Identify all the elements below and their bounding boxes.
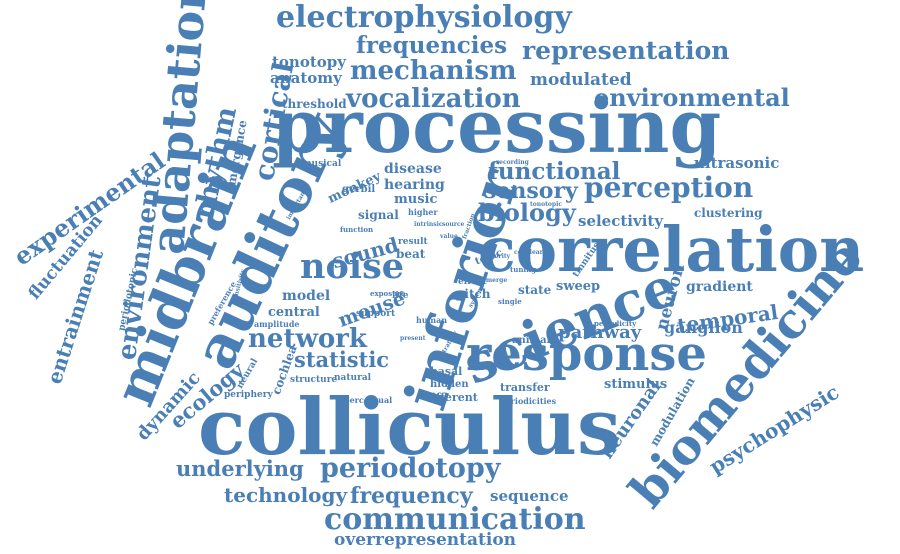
word-sequence: sequence	[490, 487, 569, 505]
word-recording: recording	[496, 159, 529, 166]
word-sweep: sweep	[556, 279, 601, 294]
word-periodicity: periodicity	[594, 319, 637, 328]
word-cochlear: cochlear	[514, 249, 543, 256]
word-mechanism: mechanism	[350, 56, 517, 86]
word-animal: animal	[512, 335, 551, 346]
word-overrepresentation: overrepresentation	[334, 530, 517, 550]
word-periodicities: periodicities	[500, 396, 557, 406]
word-network: network	[248, 324, 367, 354]
word-electrophysiology: electrophysiology	[276, 0, 572, 35]
word-amplitude: amplitude	[254, 319, 300, 329]
word-communication: communication	[324, 502, 586, 537]
word-functional: functional	[488, 158, 621, 185]
word-life: life	[392, 291, 409, 301]
word-technology: technology	[224, 483, 348, 507]
word-central: central	[268, 305, 320, 320]
word-tonotopy: tonotopy	[272, 53, 346, 71]
word-modulated: modulated	[530, 70, 632, 90]
word-human: human	[416, 315, 448, 325]
word-transfer: transfer	[500, 381, 550, 394]
word-music: music	[394, 192, 438, 207]
word-biology: biology	[478, 198, 576, 227]
word-perceptual: perceptual	[344, 395, 393, 405]
word-periphery: periphery	[224, 390, 273, 400]
word-stimulus: stimulus	[604, 377, 668, 392]
word-beat: beat	[396, 247, 426, 261]
word-frequencies: frequencies	[356, 32, 508, 59]
word-hidden: hidden	[430, 379, 469, 390]
word-exposure: exposure	[370, 289, 406, 298]
word-signal: signal	[358, 208, 399, 222]
word-perception: perception	[584, 171, 754, 204]
word-higher: higher	[408, 207, 438, 217]
word-sensory: sensory	[484, 178, 578, 204]
word-frequency: frequency	[350, 483, 473, 509]
word-colliculus: colliculus	[198, 382, 621, 473]
word-tuning: tuning	[510, 265, 537, 274]
word-noise: noise	[300, 246, 405, 287]
word-vocalization: vocalization	[346, 84, 521, 114]
word-hearing: hearing	[384, 177, 445, 193]
word-representation: representation	[522, 36, 730, 65]
word-gerbil: gerbil	[342, 184, 376, 195]
word-basal: basal	[430, 365, 463, 378]
word-structure: structure	[290, 375, 338, 385]
word-ganglion: ganglion	[664, 318, 743, 337]
word-majority: majority	[482, 253, 511, 260]
word-threshold: threshold	[282, 97, 347, 111]
word-statistic: statistic	[294, 347, 390, 372]
word-value: value	[440, 233, 458, 240]
word-musical: musical	[302, 159, 342, 169]
word-effect: effect	[458, 277, 487, 287]
word-natural: natural	[334, 373, 372, 383]
word-model: model	[282, 288, 331, 304]
word-single: single	[498, 297, 522, 306]
word-pathway: pathway	[558, 322, 642, 343]
word-intrinsic: intrinsic	[414, 221, 443, 228]
word-function: function	[340, 225, 374, 234]
word-different: different	[424, 391, 478, 404]
word-disease: disease	[384, 161, 442, 177]
word-anatomy: anatomy	[270, 69, 342, 87]
word-present: present	[400, 335, 426, 342]
word-tonotopic: tonotopic	[530, 201, 563, 208]
word-periodotopy: periodotopy	[320, 453, 501, 484]
word-clustering: clustering	[694, 206, 763, 220]
word-selectivity: selectivity	[578, 212, 664, 230]
word-underlying: underlying	[176, 456, 304, 481]
word-emerge: emerge	[482, 277, 508, 284]
word-source: source	[442, 221, 465, 228]
word-response: response	[466, 326, 707, 382]
word-gradient: gradient	[686, 279, 753, 295]
word-correlation: correlation	[478, 213, 865, 286]
word-support: support	[356, 309, 396, 319]
word-processing: processing	[272, 84, 722, 170]
word-pitch: pitch	[456, 287, 491, 301]
word-result: result	[398, 237, 428, 247]
word-environmental: environmental	[594, 83, 790, 112]
word-ultrasonic: ultrasonic	[694, 154, 780, 172]
word-state: state	[518, 283, 552, 297]
